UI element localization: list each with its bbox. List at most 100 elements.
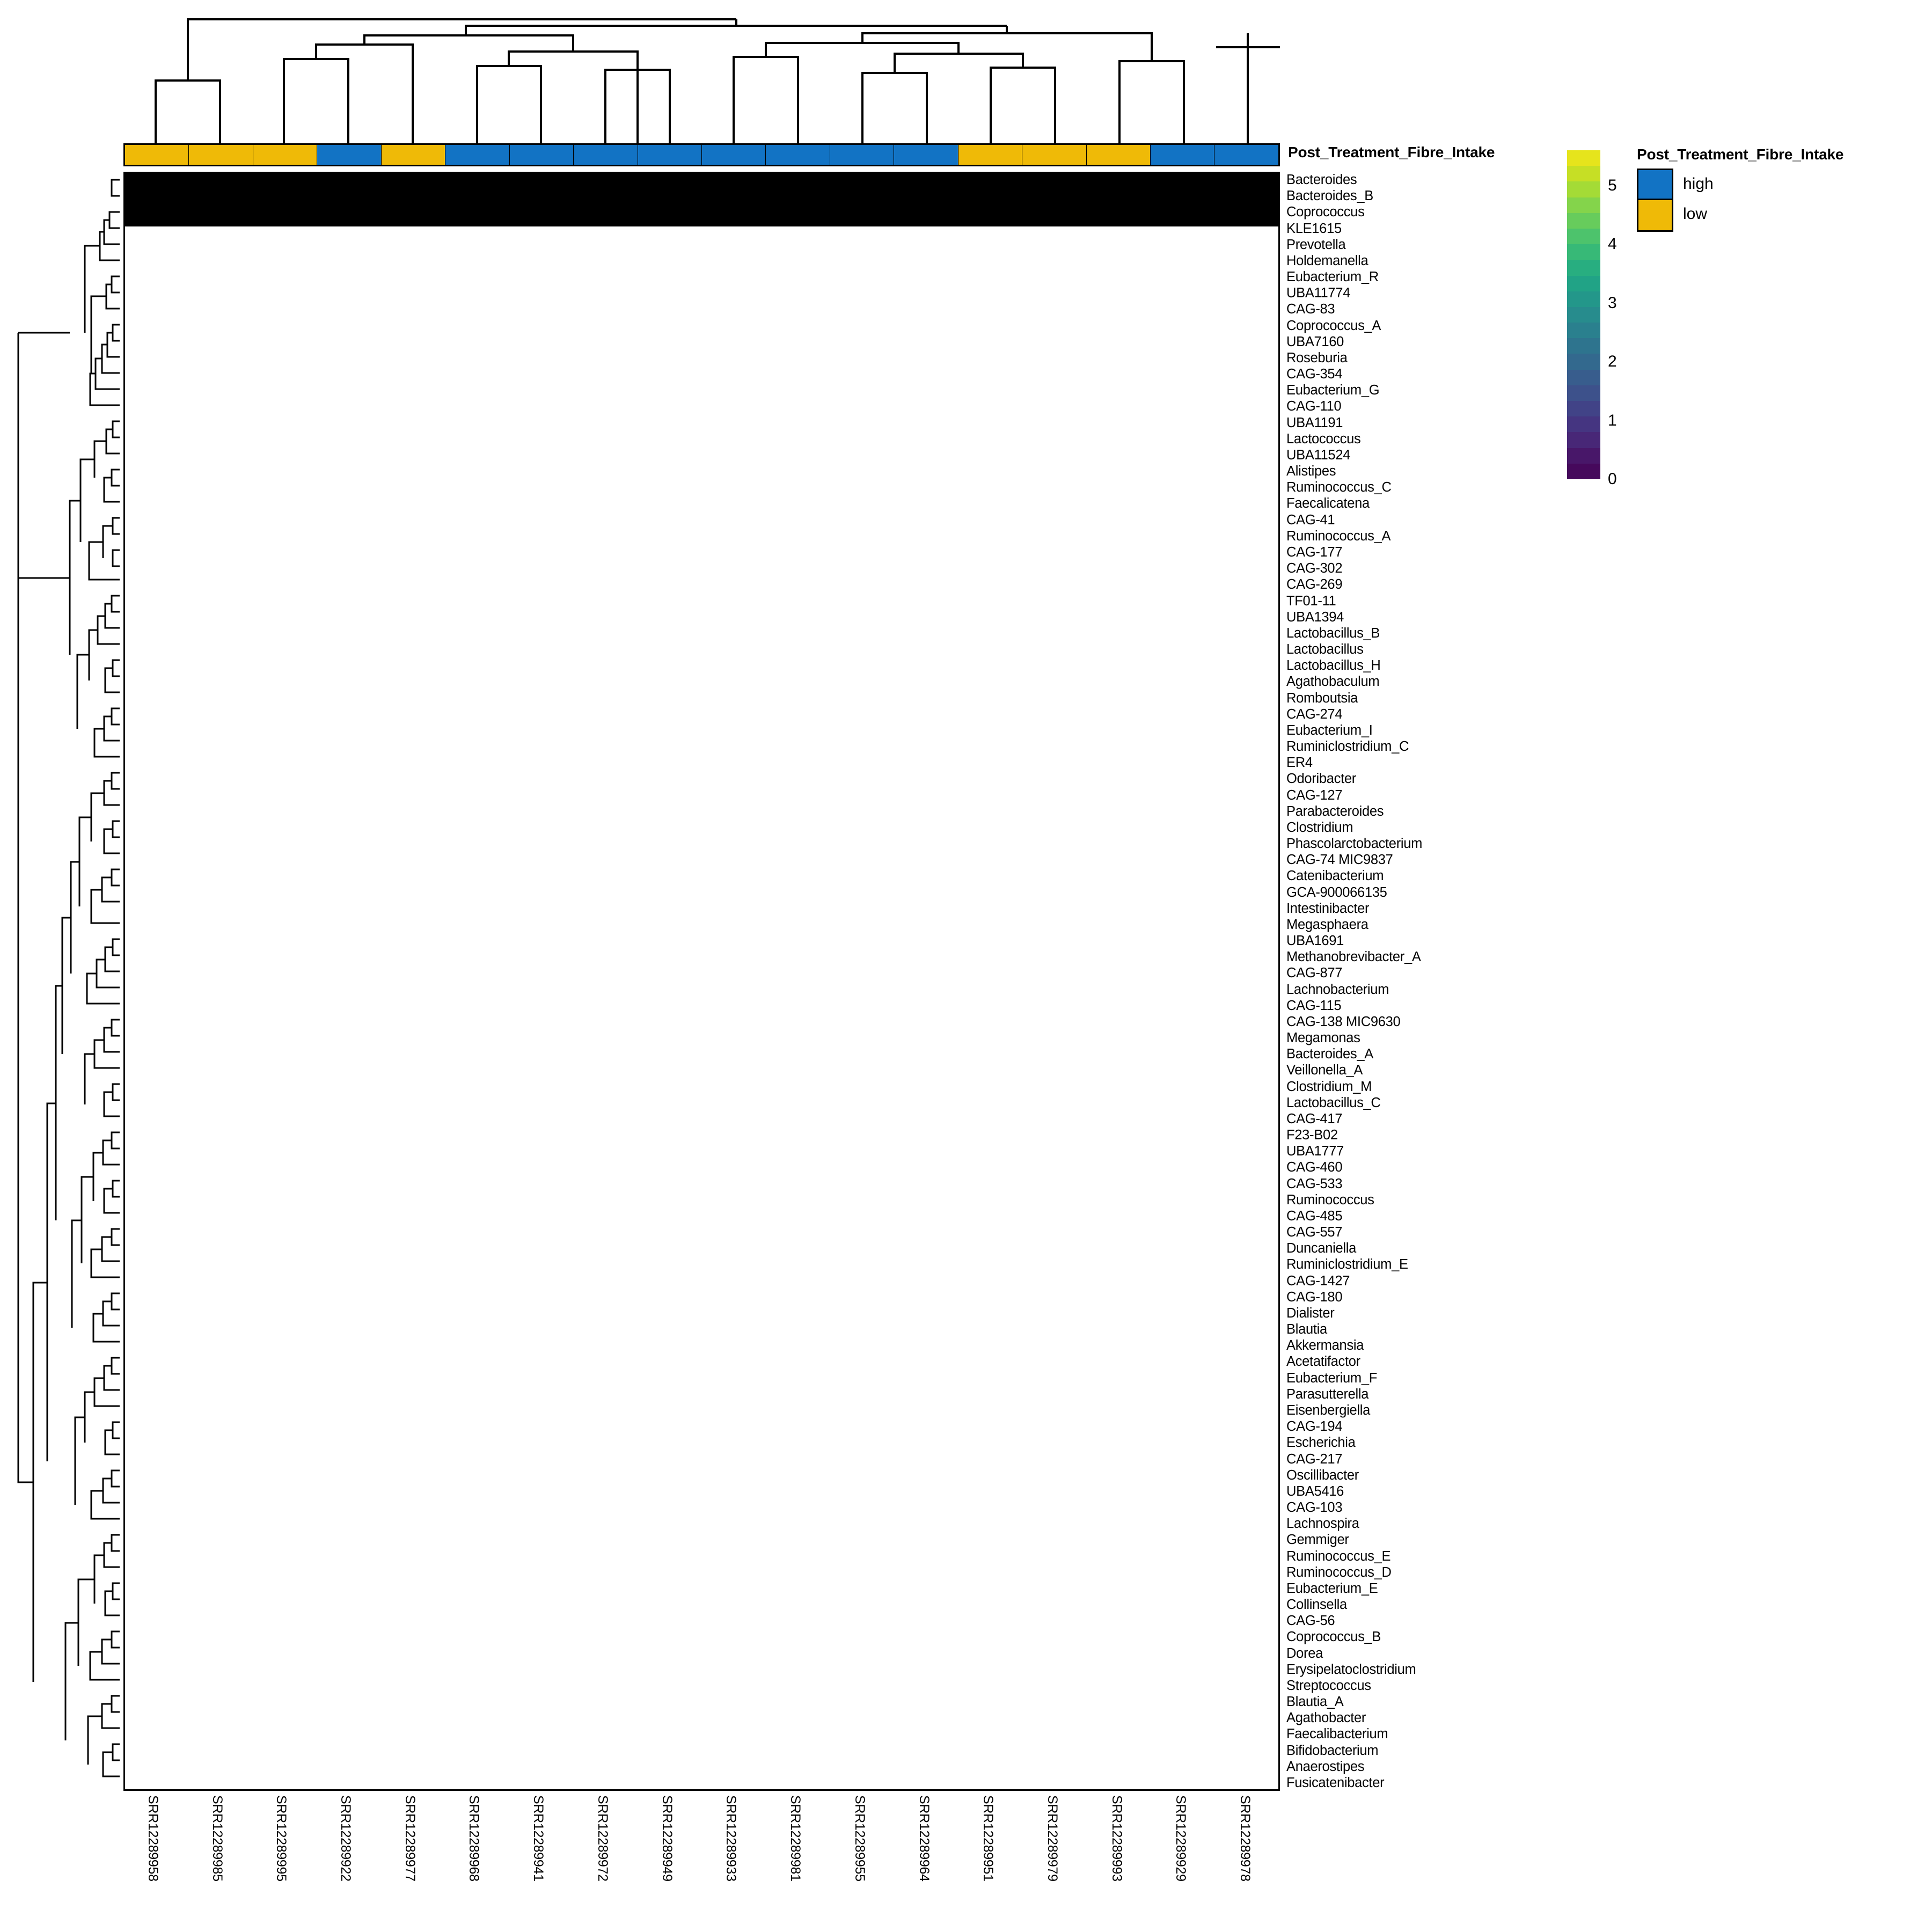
row-label: F23-B02 [1286, 1128, 1338, 1143]
row-label: Parasutterella [1286, 1386, 1369, 1402]
row-label: Phascolarctobacterium [1286, 836, 1423, 852]
heatmap-row [125, 202, 1278, 203]
heatmap-row [125, 208, 1278, 209]
column-label: SRR12289979 [1044, 1795, 1060, 1882]
heatmap-row [125, 181, 1278, 182]
column-label: SRR12289993 [1109, 1795, 1124, 1882]
row-label: Ruminococcus_D [1286, 1564, 1392, 1580]
column-label: SRR12289922 [338, 1795, 354, 1882]
column-label: SRR12289972 [595, 1795, 610, 1882]
categorical-legend: Post_Treatment_Fibre_Intake high low [1637, 146, 1843, 232]
row-label: CAG-41 [1286, 512, 1335, 528]
colorbar-legend: 5 4 3 2 1 0 [1567, 150, 1617, 487]
annotation-cell [638, 145, 702, 165]
colorbar-segment [1567, 306, 1600, 323]
row-label: Catenibacterium [1286, 868, 1384, 884]
row-label: UBA1691 [1286, 933, 1344, 949]
column-label: SRR12289949 [659, 1795, 675, 1882]
row-label: CAG-83 [1286, 302, 1335, 317]
colorbar-segment [1567, 166, 1600, 182]
column-label: SRR12289933 [723, 1795, 739, 1882]
row-label: Dorea [1286, 1645, 1323, 1661]
heatmap-row [125, 189, 1278, 190]
row-label: Blautia_A [1286, 1694, 1344, 1710]
heatmap-row [125, 214, 1278, 215]
row-label: Bifidobacterium [1286, 1743, 1379, 1758]
heatmap-row [125, 210, 1278, 211]
row-label: Coprococcus [1286, 204, 1365, 220]
heatmap-row [125, 187, 1278, 188]
row-label: Duncaniella [1286, 1241, 1356, 1256]
heatmap-row [125, 179, 1278, 180]
categorical-legend-title: Post_Treatment_Fibre_Intake [1637, 146, 1844, 163]
column-label: SRR12289995 [274, 1795, 289, 1882]
heatmap-row [125, 192, 1278, 193]
row-label: CAG-138 MIC9630 [1286, 1014, 1401, 1029]
colorbar-segment [1567, 291, 1600, 307]
row-label: CAG-533 [1286, 1176, 1343, 1191]
column-label: SRR12289929 [1173, 1795, 1189, 1882]
row-label: CAG-354 [1286, 367, 1343, 382]
colorbar-tick-label: 5 [1608, 176, 1617, 194]
row-label: Dialister [1286, 1305, 1335, 1321]
annotation-cell [1086, 145, 1151, 165]
colorbar-segment [1567, 260, 1600, 276]
heatmap-row [125, 185, 1278, 186]
row-label: CAG-103 [1286, 1500, 1343, 1516]
row-label: Ruminococcus_A [1286, 528, 1391, 544]
row-label: Romboutsia [1286, 690, 1358, 706]
heatmap-row [125, 213, 1278, 214]
heatmap-row [125, 199, 1278, 200]
annotation-cell [509, 145, 574, 165]
legend-swatch-high [1638, 170, 1672, 200]
annotation-cell [253, 145, 318, 165]
heatmap-row [125, 206, 1278, 207]
row-label: Alistipes [1286, 464, 1336, 479]
colorbar-tick-label: 4 [1608, 235, 1617, 253]
heatmap-row [125, 203, 1278, 204]
heatmap-row [125, 193, 1278, 194]
annotation-cell [574, 145, 638, 165]
row-label: Odoribacter [1286, 771, 1356, 787]
row-label: UBA11774 [1286, 286, 1351, 301]
row-label: Bacteroides [1286, 172, 1357, 188]
row-label: UBA1394 [1286, 609, 1344, 625]
row-label: Lachnospira [1286, 1516, 1359, 1532]
row-label: CAG-74 MIC9837 [1286, 852, 1393, 868]
row-label: Eubacterium_E [1286, 1580, 1378, 1596]
row-label: Veillonella_A [1286, 1063, 1363, 1078]
colorbar-segment [1567, 150, 1600, 166]
annotation-cell [958, 145, 1023, 165]
row-label: CAG-177 [1286, 544, 1343, 560]
row-label: CAG-274 [1286, 706, 1343, 722]
row-label: UBA11524 [1286, 447, 1351, 463]
annotation-cell [381, 145, 446, 165]
categorical-legend-swatches [1637, 169, 1673, 232]
row-label: Ruminococcus_C [1286, 480, 1392, 495]
column-label: SRR12289951 [980, 1795, 996, 1882]
row-label: CAG-110 [1286, 399, 1342, 414]
heatmap-row [125, 196, 1278, 197]
row-dendrogram [10, 172, 120, 1791]
heatmap-row [125, 223, 1278, 224]
heatmap-row [125, 182, 1278, 183]
column-labels: SRR12289958 SRR12289985 SRR12289995 SRR1228… [123, 1795, 1280, 1929]
heatmap-grid [123, 172, 1280, 1791]
row-labels: Bacteroides Bacteroides_B Coprococcus KLE16… [1286, 172, 1630, 1791]
heatmap-row [125, 186, 1278, 187]
heatmap-row [125, 216, 1278, 217]
column-label: SRR12289981 [788, 1795, 803, 1882]
heatmap-row [125, 178, 1278, 179]
row-label: Eisenbergiella [1286, 1403, 1370, 1418]
row-label: Bacteroides_B [1286, 188, 1373, 204]
row-label: Lactobacillus_H [1286, 658, 1381, 674]
row-label: Agathobacter [1286, 1710, 1366, 1726]
column-label: SRR12289977 [402, 1795, 418, 1882]
row-label: CAG-557 [1286, 1225, 1343, 1240]
row-label: Erysipelatoclostridium [1286, 1662, 1416, 1677]
annotation-cell [1214, 145, 1278, 165]
row-label: Collinsella [1286, 1597, 1347, 1613]
row-label: Ruminococcus [1286, 1192, 1374, 1208]
row-label: CAG-417 [1286, 1111, 1343, 1126]
